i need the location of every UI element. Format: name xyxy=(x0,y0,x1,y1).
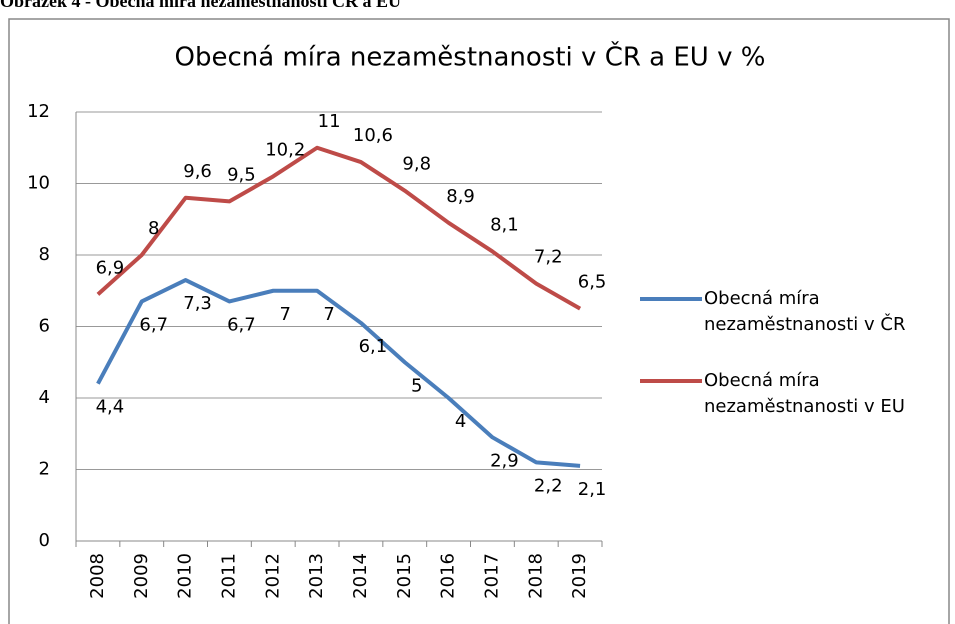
data-label: 2,2 xyxy=(534,475,563,496)
x-tick-label: 2017 xyxy=(481,553,502,599)
data-label: 6,7 xyxy=(139,314,168,335)
data-label: 4,4 xyxy=(96,397,125,418)
x-tick-label: 2015 xyxy=(394,553,415,599)
x-tick-label: 2009 xyxy=(131,553,152,599)
data-label: 4 xyxy=(455,411,466,432)
data-label: 6,5 xyxy=(578,272,607,293)
y-tick-label: 2 xyxy=(39,459,50,480)
data-label: 7,2 xyxy=(534,247,563,268)
x-tick-label: 2011 xyxy=(218,553,239,599)
data-label: 10,2 xyxy=(265,139,305,160)
data-label: 8,1 xyxy=(490,214,519,235)
x-tick-label: 2008 xyxy=(87,553,108,599)
series-line xyxy=(96,145,582,311)
data-label: 10,6 xyxy=(353,125,393,146)
data-label: 8 xyxy=(148,218,159,239)
x-tick-label: 2016 xyxy=(438,553,459,599)
legend-label: Obecná míra nezaměstnanosti v ČR xyxy=(704,288,906,335)
x-tick-label: 2013 xyxy=(306,553,327,599)
y-tick-label: 8 xyxy=(39,244,50,265)
data-label: 7 xyxy=(323,304,334,325)
x-tick-label: 2018 xyxy=(525,553,546,599)
data-label: 9,8 xyxy=(402,154,431,175)
data-label: 2,1 xyxy=(578,479,607,500)
data-label: 8,9 xyxy=(446,186,475,207)
y-tick-label: 10 xyxy=(27,173,50,194)
data-label: 7 xyxy=(280,304,291,325)
chart-frame xyxy=(8,18,950,624)
y-tick-label: 0 xyxy=(39,530,50,551)
data-label: 6,9 xyxy=(96,257,125,278)
series-line xyxy=(96,278,581,468)
data-label: 2,9 xyxy=(490,450,519,471)
legend-label: Obecná míra nezaměstnanosti v EU xyxy=(704,370,905,417)
data-label: 6,7 xyxy=(227,314,256,335)
chart-title: Obecná míra nezaměstnanosti v ČR a EU v … xyxy=(175,41,766,73)
data-label: 9,5 xyxy=(227,164,256,185)
data-label: 5 xyxy=(411,375,422,396)
y-tick-label: 6 xyxy=(39,316,50,337)
x-tick-label: 2019 xyxy=(569,553,590,599)
x-tick-label: 2014 xyxy=(350,553,371,599)
caption: Obrázek 4 - Obecná míra nezaměstnanosti … xyxy=(0,0,401,11)
y-tick-label: 4 xyxy=(39,387,50,408)
x-tick-label: 2010 xyxy=(175,553,196,599)
y-tick-label: 12 xyxy=(27,101,50,122)
x-tick-label: 2012 xyxy=(262,553,283,599)
data-label: 9,6 xyxy=(183,161,212,182)
data-label: 11 xyxy=(318,111,341,132)
data-label: 6,1 xyxy=(359,336,388,357)
data-label: 7,3 xyxy=(183,293,212,314)
